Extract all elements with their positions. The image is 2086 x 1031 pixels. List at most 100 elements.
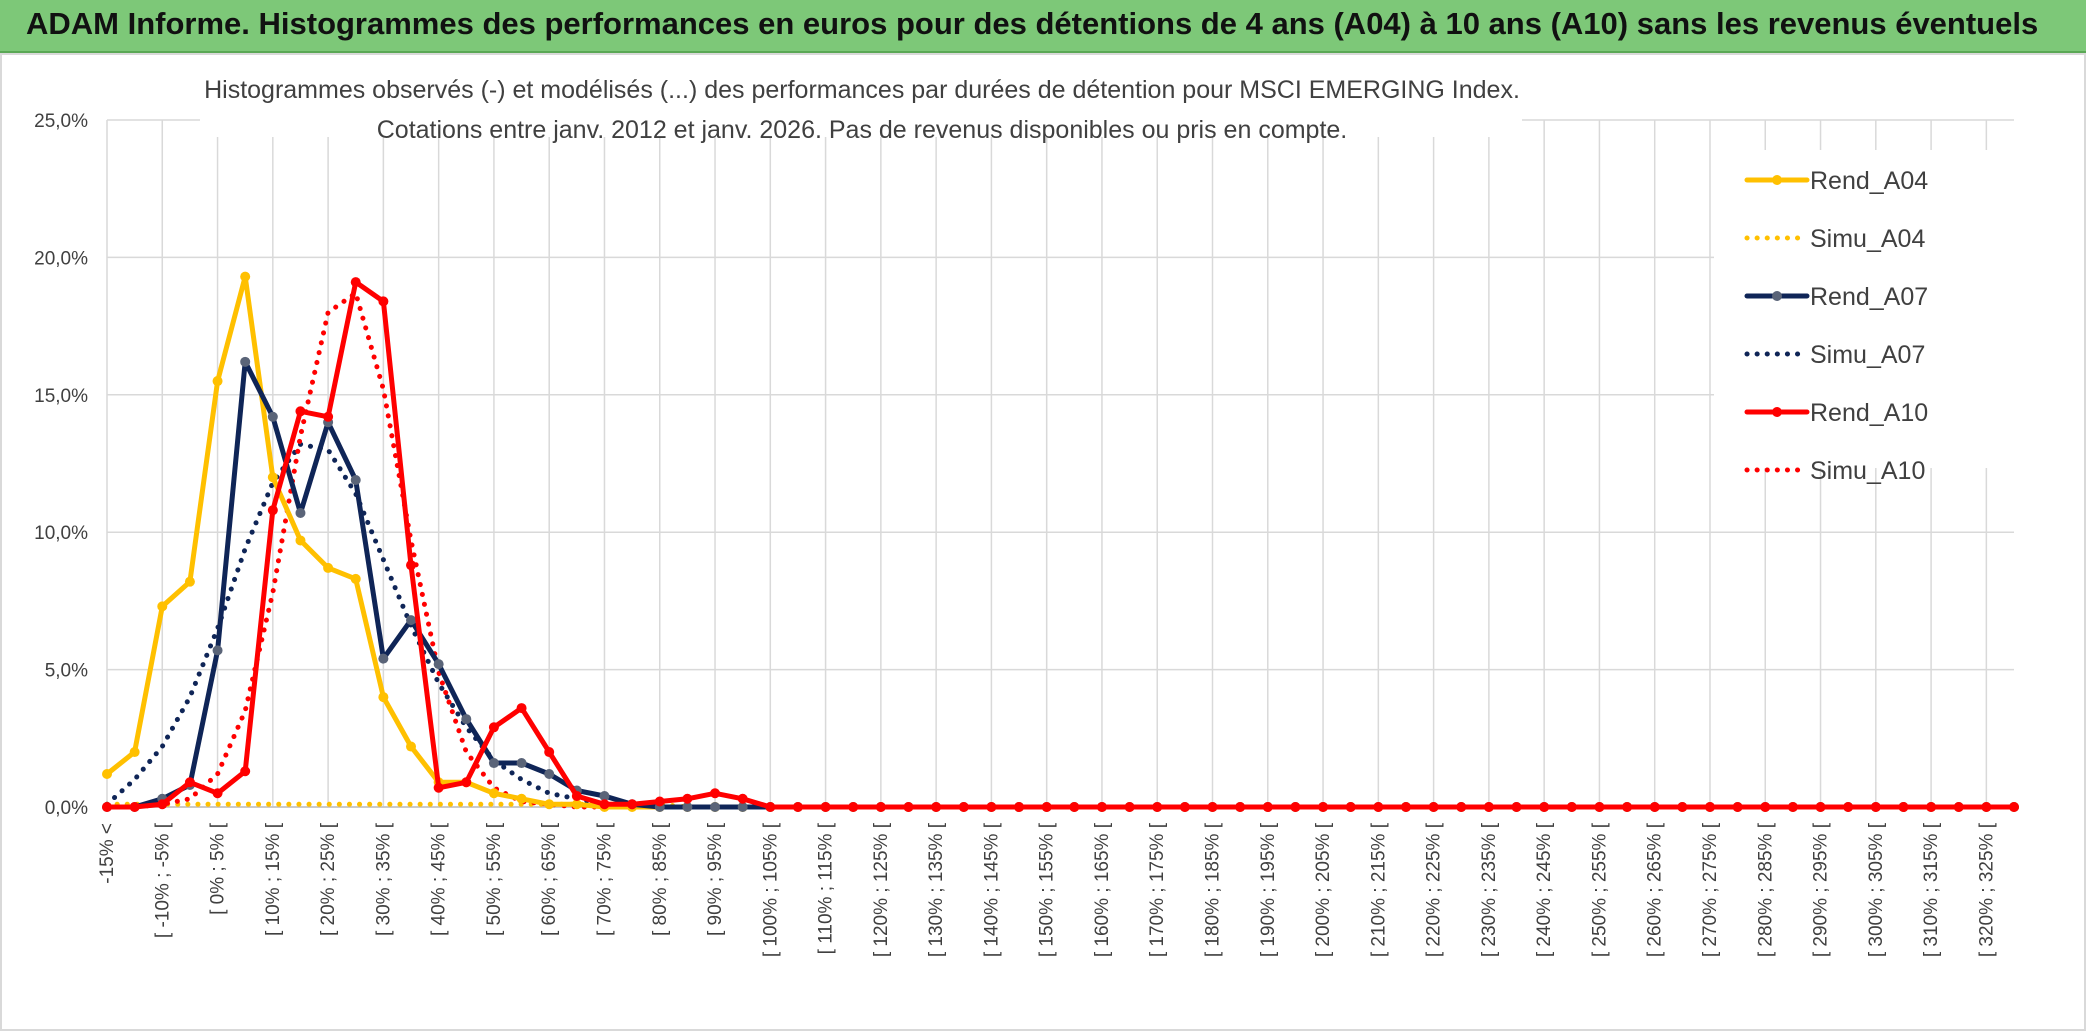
data-point-rend_a07	[350, 474, 361, 485]
legend-label: Simu_A04	[1810, 225, 1925, 253]
data-point-rend_a10	[1014, 802, 1025, 812]
data-point-rend_a10	[157, 799, 168, 810]
x-tick-label: [ 90% ; 95% [	[705, 822, 726, 936]
x-tick-label: [ 60% ; 65% [	[539, 822, 560, 936]
data-point-rend_a10	[433, 782, 444, 793]
data-point-rend_a10	[1815, 802, 1826, 812]
data-point-rend_a10	[1373, 802, 1384, 812]
data-point-rend_a04	[488, 788, 499, 799]
data-point-rend_a10	[1594, 802, 1605, 812]
data-point-rend_a04	[157, 601, 168, 612]
y-tick-label: 5,0%	[45, 661, 88, 682]
x-tick-label: [ 30% ; 35% [	[373, 822, 394, 936]
data-point-rend_a07	[544, 769, 555, 780]
chart-subtitle: Cotations entre janv. 2012 et janv. 2026…	[377, 116, 1348, 144]
data-point-rend_a04	[516, 793, 527, 804]
data-point-rend_a10	[212, 788, 223, 799]
data-point-rend_a10	[1124, 802, 1135, 812]
y-tick-label: 15,0%	[34, 386, 88, 407]
data-point-rend_a10	[323, 411, 334, 422]
data-point-rend_a07	[461, 714, 472, 725]
report-banner: ADAM Informe. Histogrammes des performan…	[0, 0, 2086, 53]
data-point-rend_a10	[1456, 802, 1467, 812]
data-point-rend_a10	[571, 791, 582, 802]
data-point-rend_a04	[544, 799, 555, 810]
legend-label: Simu_A07	[1810, 341, 1925, 369]
x-tick-label: [ 20% ; 25% [	[318, 822, 339, 936]
data-point-rend_a10	[267, 505, 278, 516]
x-tick-label: [ 270% ; 275% [	[1700, 822, 1721, 957]
x-tick-label: [ 220% ; 225% [	[1424, 822, 1445, 957]
legend-label: Rend_A07	[1810, 283, 1928, 311]
x-tick-label: [ 160% ; 165% [	[1092, 822, 1113, 957]
x-tick-label: -15% <	[97, 823, 118, 884]
data-point-rend_a10	[1926, 802, 1937, 812]
legend-item-rend_a04: Rend_A04	[1744, 167, 1928, 195]
x-tick-label: [ 260% ; 265% [	[1645, 822, 1666, 957]
legend-label: Simu_A10	[1810, 457, 1925, 485]
data-point-rend_a10	[1843, 802, 1854, 812]
x-tick-label: [ -10% ; -5% [	[152, 822, 173, 938]
x-tick-label: [ 140% ; 145% [	[981, 822, 1002, 957]
data-point-rend_a10	[1649, 802, 1660, 812]
data-point-rend_a10	[792, 802, 803, 812]
data-point-rend_a10	[1511, 802, 1522, 812]
data-point-rend_a10	[1235, 802, 1246, 812]
series-line-rend_a10	[104, 279, 2017, 810]
data-point-rend_a10	[1290, 802, 1301, 812]
x-tick-label: [ 310% ; 315% [	[1921, 822, 1942, 957]
data-point-rend_a04	[378, 692, 389, 703]
x-tick-label: [ 110% ; 115% [	[816, 822, 837, 954]
legend-marker	[1772, 291, 1782, 301]
x-tick-label: [ 230% ; 235% [	[1479, 822, 1500, 957]
x-tick-label: [ 80% ; 85% [	[650, 822, 671, 936]
legend-item-rend_a10: Rend_A10	[1744, 399, 1928, 427]
data-point-rend_a10	[1787, 802, 1798, 812]
data-point-rend_a10	[378, 296, 389, 307]
data-point-rend_a10	[1428, 802, 1439, 812]
data-point-rend_a04	[212, 376, 223, 387]
data-point-rend_a07	[737, 802, 748, 812]
data-point-rend_a10	[350, 277, 361, 288]
report-title: ADAM Informe. Histogrammes des performan…	[26, 6, 2039, 41]
data-point-rend_a10	[1152, 802, 1163, 812]
data-point-rend_a10	[102, 802, 112, 812]
data-point-rend_a07	[433, 659, 444, 670]
data-point-rend_a10	[1483, 802, 1494, 812]
chart-title: Histogrammes observés (-) et modélisés (…	[204, 76, 1520, 104]
x-tick-label: [ 240% ; 245% [	[1534, 822, 1555, 957]
data-point-rend_a10	[1870, 802, 1881, 812]
data-point-rend_a10	[295, 406, 306, 417]
legend-item-simu_a10: Simu_A10	[1744, 457, 1925, 485]
x-tick-label: [ 10% ; 15% [	[263, 822, 284, 936]
data-point-rend_a10	[875, 802, 886, 812]
x-tick-label: [ 50% ; 55% [	[484, 822, 505, 936]
data-point-rend_a10	[461, 777, 472, 788]
series-lines	[102, 271, 2019, 812]
data-point-rend_a10	[986, 802, 997, 812]
data-point-rend_a10	[599, 799, 610, 810]
x-tick-label: [ 100% ; 105% [	[760, 822, 781, 957]
data-point-rend_a10	[1207, 802, 1218, 812]
data-point-rend_a10	[958, 802, 969, 812]
data-point-rend_a10	[1677, 802, 1688, 812]
data-point-rend_a10	[903, 802, 914, 812]
data-point-rend_a07	[378, 653, 389, 664]
x-tick-label: [ 40% ; 45% [	[429, 822, 450, 936]
legend-item-rend_a07: Rend_A07	[1744, 283, 1928, 311]
x-tick-label: [ 130% ; 135% [	[926, 822, 947, 957]
data-point-rend_a10	[1704, 802, 1715, 812]
data-point-rend_a07	[212, 645, 223, 656]
data-point-rend_a07	[516, 758, 527, 769]
data-point-rend_a07	[710, 802, 721, 812]
x-tick-label: [ 210% ; 215% [	[1368, 822, 1389, 957]
x-tick-label: [ 190% ; 195% [	[1258, 822, 1279, 957]
data-point-rend_a10	[488, 722, 499, 733]
data-point-rend_a10	[710, 788, 721, 799]
x-tick-label: [ 280% ; 285% [	[1755, 822, 1776, 957]
data-point-rend_a10	[2009, 802, 2019, 812]
data-point-rend_a04	[571, 799, 582, 810]
legend-label: Rend_A04	[1810, 167, 1928, 195]
data-point-rend_a07	[295, 507, 306, 518]
x-tick-label: [ 70% ; 75% [	[594, 822, 615, 936]
